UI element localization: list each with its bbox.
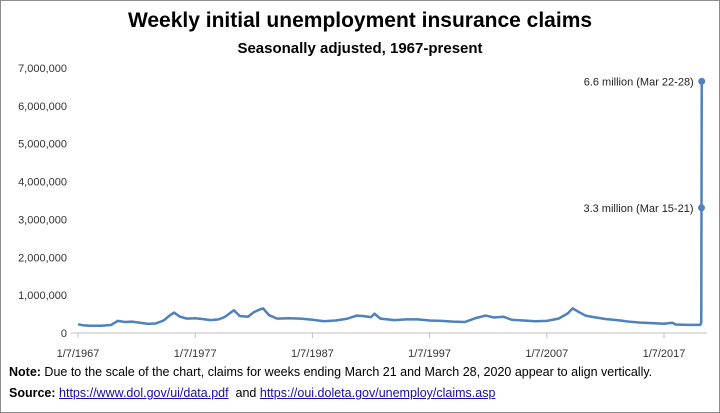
data-label: 6.6 million (Mar 22-28) — [584, 76, 694, 88]
data-label: 3.3 million (Mar 15-21) — [583, 203, 693, 215]
note-label: Note: — [9, 365, 41, 379]
x-tick-label: 1/7/2007 — [525, 348, 568, 360]
y-tick-label: 6,000,000 — [18, 101, 67, 113]
y-tick-label: 3,000,000 — [18, 214, 67, 226]
y-tick-label: 1,000,000 — [18, 290, 67, 302]
series-line-initial-claims — [77, 81, 703, 328]
y-tick-label: 7,000,000 — [18, 63, 67, 75]
note: Note: Due to the scale of the chart, cla… — [9, 365, 652, 379]
y-tick-label: 5,000,000 — [18, 139, 67, 151]
chart-title: Weekly initial unemployment insurance cl… — [127, 9, 593, 32]
source: Source: https://www.dol.gov/ui/data.pdf … — [9, 386, 495, 400]
note-text: Due to the scale of the chart, claims fo… — [40, 365, 653, 379]
x-tick-label: 1/7/1987 — [291, 348, 334, 360]
source-label: Source: — [9, 386, 56, 400]
source-and: and — [235, 386, 257, 400]
data-point-march-2020 — [698, 204, 706, 212]
data-point-march-2020 — [698, 77, 706, 85]
source-link-doleta[interactable]: https://oui.doleta.gov/unemploy/claims.a… — [259, 386, 496, 400]
y-tick-label: 2,000,000 — [18, 252, 67, 264]
y-tick-label: 0 — [61, 328, 67, 340]
source-link-dol[interactable]: https://www.dol.gov/ui/data.pdf — [59, 386, 229, 400]
x-tick-label: 1/7/1977 — [174, 348, 217, 360]
y-tick-label: 4,000,000 — [18, 177, 67, 189]
x-tick-label: 1/7/2017 — [643, 348, 686, 360]
x-tick-label: 1/7/1997 — [408, 348, 451, 360]
chart-subtitle: Seasonally adjusted, 1967-present — [237, 40, 483, 57]
x-tick-label: 1/7/1967 — [57, 348, 100, 360]
